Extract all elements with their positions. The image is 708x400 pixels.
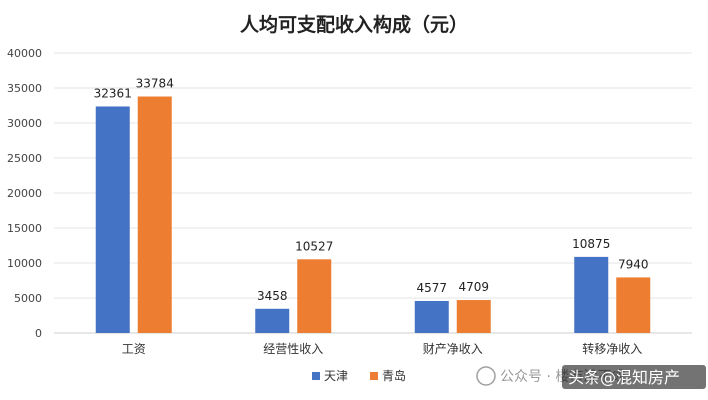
bar <box>137 96 172 334</box>
x-category-label: 财产净收入 <box>423 342 483 356</box>
bar <box>255 308 290 333</box>
data-label: 33784 <box>136 77 174 91</box>
data-label: 4709 <box>458 280 489 294</box>
y-tick-label: 40000 <box>7 47 42 60</box>
data-label: 3458 <box>257 289 288 303</box>
data-label: 7940 <box>618 257 649 271</box>
x-category-label: 经营性收入 <box>263 342 323 356</box>
bar <box>574 256 609 333</box>
y-tick-label: 5000 <box>14 292 42 305</box>
y-tick-label: 10000 <box>7 257 42 270</box>
x-category-label: 工资 <box>122 342 146 356</box>
y-tick-label: 20000 <box>7 187 42 200</box>
bars <box>95 96 651 334</box>
y-tick-label: 0 <box>35 327 42 340</box>
bar <box>297 259 332 333</box>
data-labels: 32361 33784 3458 10527 4577 4709 10875 7940 <box>94 77 649 303</box>
y-tick-label: 35000 <box>7 82 42 95</box>
chart-title: 人均可支配收入构成（元） <box>240 13 468 36</box>
data-label: 10527 <box>295 239 333 253</box>
legend-label: 青岛 <box>382 368 406 383</box>
watermark-badge <box>562 365 706 389</box>
data-label: 4577 <box>416 281 447 295</box>
y-axis-ticks: 0 5000 10000 15000 20000 25000 30000 35000 40000 <box>7 47 42 340</box>
x-axis-categories: 工资 经营性收入 财产净收入 转移净收入 <box>122 341 643 356</box>
bar <box>616 277 651 333</box>
bar <box>414 300 449 333</box>
y-tick-label: 25000 <box>7 152 42 165</box>
y-tick-label: 15000 <box>7 222 42 235</box>
data-label: 10875 <box>572 237 610 251</box>
legend-swatch <box>370 372 378 380</box>
legend: 天津 青岛 <box>312 368 406 383</box>
watermark: 公众号 · 楼市没不成 头条@混知房产 <box>476 365 706 389</box>
legend-swatch <box>312 372 320 380</box>
x-category-label: 转移净收入 <box>582 341 642 356</box>
bar <box>456 300 491 333</box>
data-label: 32361 <box>94 86 132 100</box>
y-tick-label: 30000 <box>7 117 42 130</box>
wechat-icon <box>476 366 496 386</box>
watermark-account: 头条@混知房产 <box>568 368 680 387</box>
bar <box>95 106 130 334</box>
legend-label: 天津 <box>324 369 348 383</box>
